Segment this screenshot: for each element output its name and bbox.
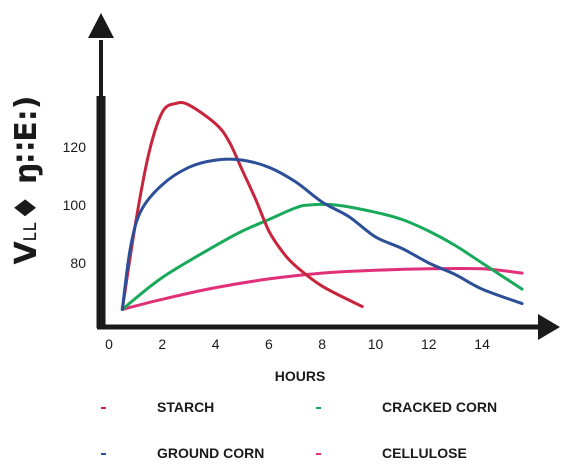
y-tick-label: 100 xyxy=(63,197,87,213)
x-axis-arrowhead xyxy=(538,314,560,340)
series-lines xyxy=(120,101,524,311)
y-tick-labels: 80 100 120 xyxy=(63,139,87,271)
x-tick-label: 12 xyxy=(421,336,437,352)
y-tick-label: 80 xyxy=(70,255,86,271)
legend-label: CRACKED CORN xyxy=(382,399,497,415)
y-axis-label: V˪˪♦ ŋ∷E:) xyxy=(9,96,44,265)
x-tick-labels: 0 2 4 6 8 10 12 14 xyxy=(105,336,490,352)
legend-label: CELLULOSE xyxy=(382,445,467,461)
x-tick-label: 0 xyxy=(105,336,113,352)
series-line-starch xyxy=(120,101,364,311)
legend: STARCH CRACKED CORN GROUND CORN CELLULOSE xyxy=(101,399,497,461)
axes xyxy=(88,13,560,340)
x-tick-label: 14 xyxy=(474,336,490,352)
y-tick-label: 120 xyxy=(63,139,87,155)
legend-label: STARCH xyxy=(157,399,214,415)
x-tick-label: 6 xyxy=(265,336,273,352)
series-line-ground-corn xyxy=(120,157,524,311)
x-axis-label: HOURS xyxy=(275,368,326,384)
legend-label: GROUND CORN xyxy=(157,445,264,461)
series-line-cellulose xyxy=(120,266,524,311)
x-tick-label: 2 xyxy=(158,336,166,352)
x-tick-label: 4 xyxy=(212,336,220,352)
y-axis-arrowhead xyxy=(88,13,114,38)
x-tick-label: 10 xyxy=(368,336,384,352)
series-line-cracked-corn xyxy=(120,202,524,311)
x-tick-label: 8 xyxy=(318,336,326,352)
